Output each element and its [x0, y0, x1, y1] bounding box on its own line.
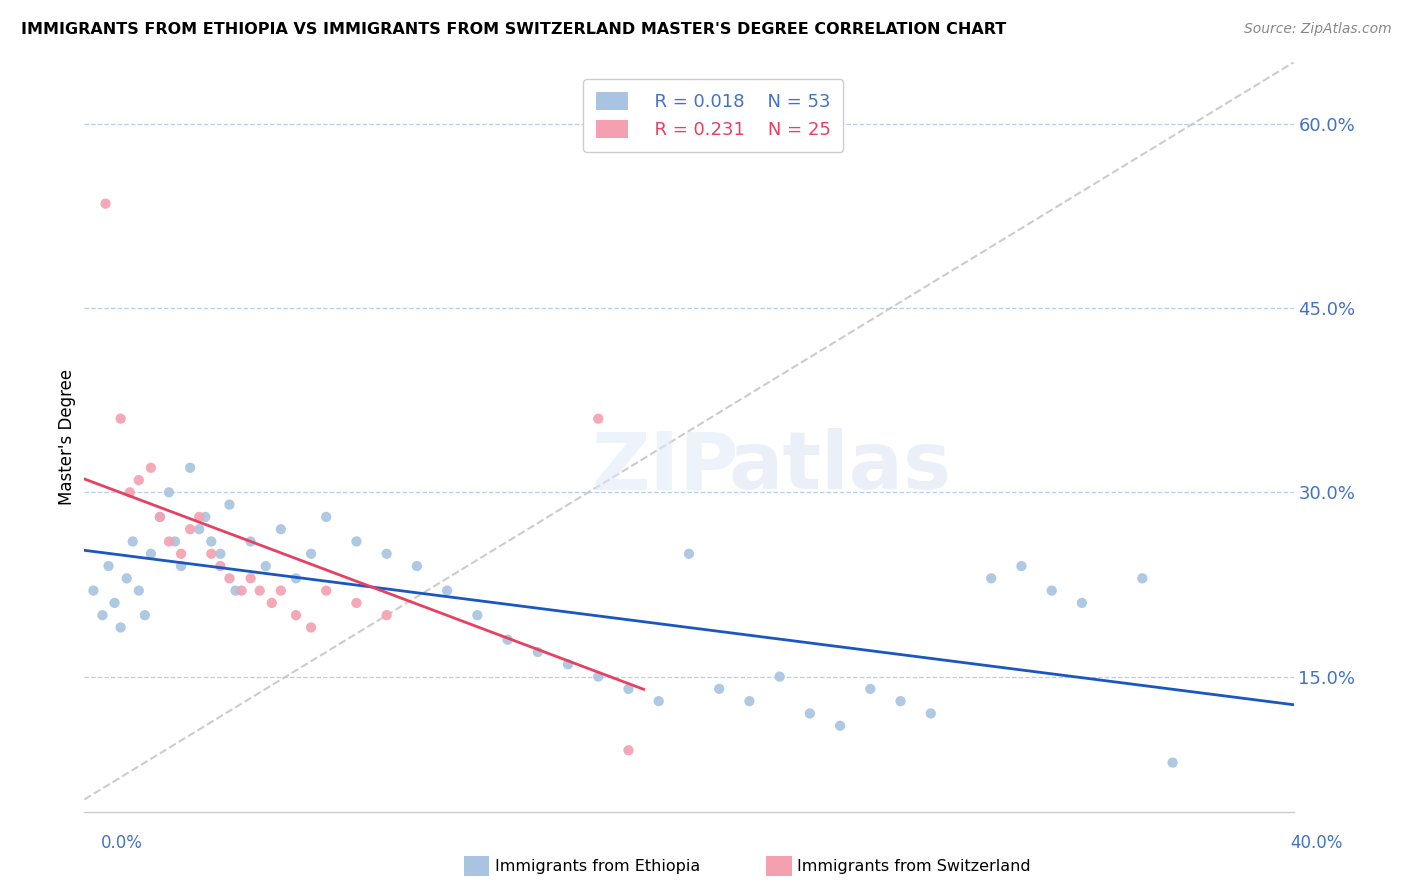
Point [375, 547, 398, 561]
Point [179, 460, 201, 475]
Point [218, 571, 240, 585]
Point [617, 681, 640, 696]
Point [231, 583, 253, 598]
Point [218, 498, 240, 512]
Point [128, 473, 150, 487]
Point [134, 608, 156, 623]
Point [285, 571, 308, 585]
Point [200, 534, 222, 549]
Point [110, 620, 132, 634]
Point [285, 608, 308, 623]
Point [110, 411, 132, 425]
Point [436, 583, 458, 598]
Text: 0.0%: 0.0% [101, 834, 143, 852]
Point [270, 583, 292, 598]
Point [375, 608, 398, 623]
Point [225, 583, 247, 598]
Point [315, 583, 337, 598]
Point [249, 583, 271, 598]
Point [139, 460, 162, 475]
Point [170, 547, 193, 561]
Point [617, 743, 640, 757]
Point [1161, 756, 1184, 770]
Point [1011, 559, 1033, 574]
Point [709, 681, 731, 696]
Point [209, 559, 232, 574]
Point [209, 547, 232, 561]
Point [149, 510, 172, 524]
Point [346, 534, 368, 549]
Point [1071, 596, 1094, 610]
Point [315, 510, 337, 524]
Point [179, 522, 201, 536]
Point [406, 559, 429, 574]
Point [496, 632, 519, 647]
Point [165, 534, 187, 549]
Point [920, 706, 942, 721]
Point [738, 694, 761, 708]
Point [170, 559, 193, 574]
Point [149, 510, 172, 524]
Point [157, 485, 180, 500]
Text: 40.0%: 40.0% [1291, 834, 1343, 852]
Point [830, 719, 852, 733]
Y-axis label: Master's Degree: Master's Degree [58, 369, 76, 505]
Point [769, 670, 792, 684]
Point [260, 596, 283, 610]
Point [239, 571, 262, 585]
Point [115, 571, 138, 585]
Point [467, 608, 489, 623]
Point [254, 559, 277, 574]
Point [104, 596, 127, 610]
Point [648, 694, 671, 708]
Point [588, 411, 610, 425]
Point [188, 522, 211, 536]
Text: Immigrants from Switzerland: Immigrants from Switzerland [797, 859, 1031, 873]
Point [890, 694, 912, 708]
Point [980, 571, 1002, 585]
Point [859, 681, 882, 696]
Point [270, 522, 292, 536]
Point [588, 670, 610, 684]
Point [299, 620, 322, 634]
Point [1130, 571, 1153, 585]
Point [91, 608, 114, 623]
Point [194, 510, 217, 524]
Text: Immigrants from Ethiopia: Immigrants from Ethiopia [495, 859, 700, 873]
Text: ZIP: ZIP [591, 428, 738, 506]
Point [678, 547, 700, 561]
Text: IMMIGRANTS FROM ETHIOPIA VS IMMIGRANTS FROM SWITZERLAND MASTER'S DEGREE CORRELAT: IMMIGRANTS FROM ETHIOPIA VS IMMIGRANTS F… [21, 22, 1007, 37]
Point [121, 534, 143, 549]
Point [139, 547, 162, 561]
Point [299, 547, 322, 561]
Legend:   R = 0.018    N = 53,   R = 0.231    N = 25: R = 0.018 N = 53, R = 0.231 N = 25 [583, 79, 844, 152]
Point [128, 583, 150, 598]
Point [200, 547, 222, 561]
Point [97, 559, 120, 574]
Point [157, 534, 180, 549]
Point [527, 645, 550, 659]
Point [557, 657, 579, 672]
Point [346, 596, 368, 610]
Point [94, 196, 117, 211]
Point [1040, 583, 1063, 598]
Text: atlas: atlas [728, 428, 952, 506]
Point [188, 510, 211, 524]
Text: Source: ZipAtlas.com: Source: ZipAtlas.com [1244, 22, 1392, 37]
Point [239, 534, 262, 549]
Point [82, 583, 104, 598]
Point [118, 485, 141, 500]
Point [799, 706, 821, 721]
